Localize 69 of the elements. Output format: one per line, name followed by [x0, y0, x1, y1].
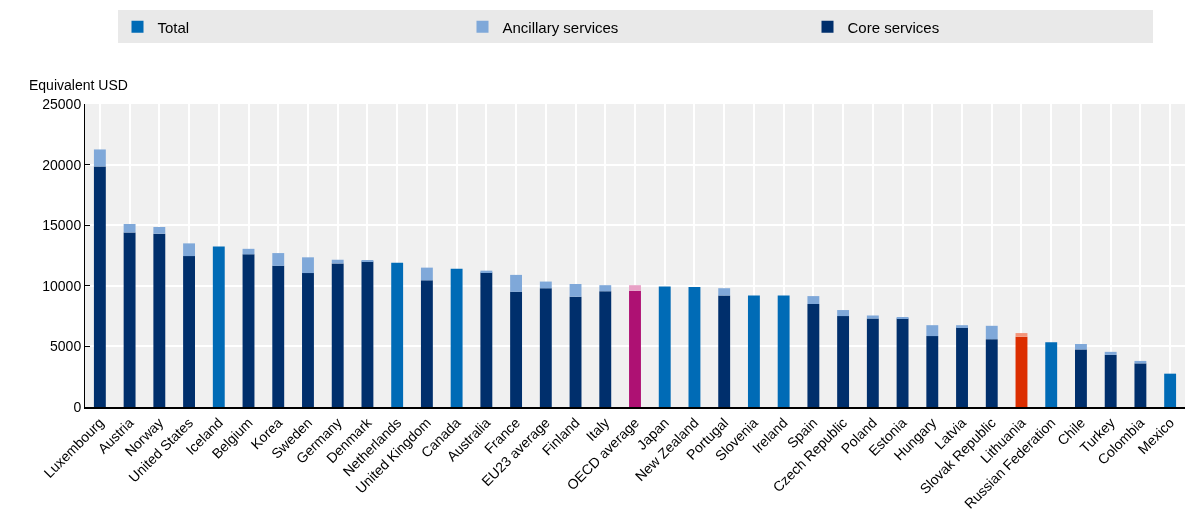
bar: [629, 285, 641, 291]
bar: [807, 296, 820, 304]
bar: [450, 268, 463, 407]
bar: [599, 291, 612, 407]
bar: [123, 232, 136, 407]
bar: [599, 285, 612, 292]
bar: [747, 295, 760, 407]
bar: [985, 339, 998, 407]
legend-label: Total: [157, 18, 190, 36]
legend-label: Ancillary services: [502, 18, 619, 36]
bar: [837, 316, 850, 407]
bar: [1045, 342, 1058, 407]
bar: [718, 288, 731, 296]
bar: [896, 318, 909, 407]
bar: [956, 327, 968, 407]
bar: [510, 291, 523, 407]
bar: [777, 295, 790, 407]
bar: [1075, 349, 1087, 407]
bar: [1104, 354, 1117, 407]
bar: [1134, 363, 1147, 407]
bar: [837, 310, 850, 317]
bar: [926, 325, 939, 337]
bar: [510, 274, 523, 292]
bar: [272, 253, 285, 266]
bar: [212, 246, 225, 407]
bar: [93, 149, 106, 167]
bar: [688, 287, 701, 407]
bar: [866, 315, 879, 319]
bar: [183, 256, 195, 407]
bar: [985, 325, 998, 340]
bar: [658, 286, 671, 407]
bar: [1164, 373, 1177, 407]
bar: [1015, 333, 1028, 337]
bar: [420, 267, 433, 281]
y-axis-title: Equivalent USD: [29, 77, 128, 93]
bar: [302, 257, 314, 274]
bar: [272, 265, 285, 407]
bar: [480, 272, 493, 407]
y-tick-label: 20000: [42, 156, 82, 173]
bar: [1015, 336, 1028, 407]
bar: [569, 283, 582, 297]
legend-label: Core services: [847, 18, 940, 36]
bar: [391, 262, 404, 407]
bar: [183, 243, 195, 257]
bar: [807, 303, 820, 407]
bar: [718, 295, 731, 407]
y-tick-label: 0: [73, 398, 82, 415]
bar: [539, 288, 552, 407]
bar: [93, 166, 106, 407]
bar: [420, 280, 433, 407]
bar: [926, 336, 939, 407]
bar: [1075, 343, 1087, 350]
bar: [302, 273, 314, 407]
bar: [153, 233, 166, 407]
y-tick-label: 10000: [42, 277, 82, 294]
y-tick-label: 25000: [42, 95, 82, 112]
bar: [331, 263, 344, 407]
bar: [1104, 351, 1117, 355]
bar: [866, 318, 879, 407]
bar: [123, 223, 136, 233]
bar: [539, 281, 552, 289]
bar: [242, 254, 255, 407]
y-tick-label: 5000: [50, 338, 82, 355]
bar: [569, 296, 582, 407]
bar: [956, 325, 968, 328]
y-tick-label: 15000: [42, 217, 82, 234]
bar: [361, 261, 374, 407]
bar: [153, 227, 166, 234]
bar: [629, 290, 641, 407]
